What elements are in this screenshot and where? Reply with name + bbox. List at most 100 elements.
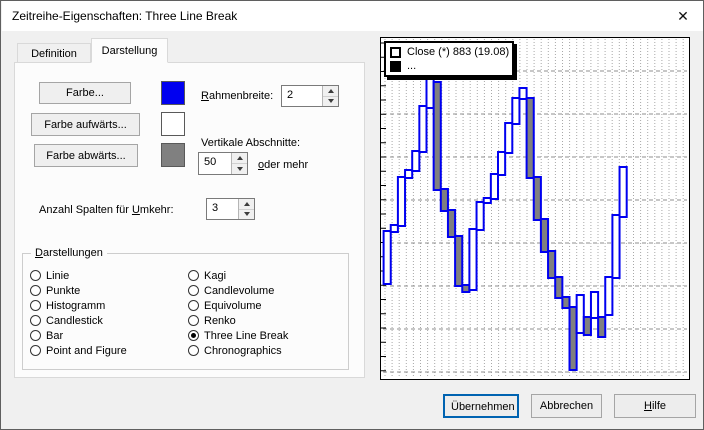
tlb-box-up [611, 214, 621, 279]
radio-label: Kagi [204, 269, 227, 282]
tlb-box-up [604, 276, 614, 316]
tlb-box-down [561, 296, 571, 309]
legend-row: ... [390, 59, 512, 73]
tlb-box-down [582, 316, 592, 336]
radio-label: Renko [204, 314, 236, 327]
farbe-aufwaerts-swatch [161, 112, 185, 136]
arrow-up-icon [236, 156, 243, 160]
radio-unselected-icon[interactable] [30, 285, 41, 296]
radio-selected-icon[interactable] [188, 330, 199, 341]
abbrechen-button[interactable]: Abbrechen [531, 394, 602, 418]
vertikale-abschnitte-value[interactable]: 50 [204, 156, 217, 168]
tlb-box-up [418, 105, 428, 153]
tlb-box-up [475, 201, 485, 231]
vertikale-abschnitte-spinner[interactable]: 50 [198, 152, 248, 175]
legend-text: ... [407, 60, 417, 72]
anzahl-spalten-spinner[interactable]: 3 [206, 198, 255, 220]
tlb-box-down [432, 81, 442, 191]
radio-label: Linie [46, 269, 70, 282]
oder-mehr-label: oder mehr [258, 159, 309, 171]
vertikale-spin-down[interactable] [232, 163, 247, 174]
radio-option-punkte[interactable]: Punkte [30, 283, 127, 298]
radio-option-chronographics[interactable]: Chronographics [188, 343, 288, 358]
radio-label: Punkte [46, 284, 81, 297]
radio-unselected-icon[interactable] [188, 300, 199, 311]
farbe-button[interactable]: Farbe... [39, 82, 131, 104]
darstellungen-group-title: Darstellungen [31, 247, 107, 259]
hilfe-button[interactable]: Hilfe [614, 394, 696, 418]
tlb-box-down [525, 97, 535, 179]
arrow-down-icon [243, 212, 250, 217]
tlb-box-down [554, 276, 564, 299]
radio-unselected-icon[interactable] [30, 315, 41, 326]
farbe-abwaerts-button[interactable]: Farbe abwärts... [34, 144, 138, 167]
anzahl-spalten-label: Anzahl Spalten für Umkehr: [39, 204, 174, 216]
radio-option-candlestick[interactable]: Candlestick [30, 313, 127, 328]
tlb-box-down [568, 306, 578, 371]
radio-option-bar[interactable]: Bar [30, 328, 127, 343]
farbe-abwaerts-swatch [161, 143, 185, 167]
uebernehmen-button[interactable]: Übernehmen [443, 394, 519, 418]
farbe-aufwaerts-button[interactable]: Farbe aufwärts... [31, 113, 140, 136]
rahmenbreite-spin-up[interactable] [323, 86, 338, 96]
radio-option-three-line-break[interactable]: Three Line Break [188, 328, 288, 343]
radio-option-renko[interactable]: Renko [188, 313, 288, 328]
dialog-title: Zeitreihe-Eigenschaften: Three Line Brea… [12, 9, 238, 23]
tlb-box-up [396, 176, 407, 227]
radio-unselected-icon[interactable] [188, 285, 199, 296]
tlb-box-up [504, 122, 514, 154]
radio-label: Histogramm [46, 299, 106, 312]
tlb-box-up [468, 228, 478, 291]
radio-unselected-icon[interactable] [188, 315, 199, 326]
radio-unselected-icon[interactable] [30, 300, 41, 311]
radio-column-left: Linie Punkte Histogramm Candlestick Bar Point… [30, 268, 127, 358]
tlb-box-down [461, 284, 471, 293]
radio-option-linie[interactable]: Linie [30, 268, 127, 283]
legend-row: Close (*) 883 (19.08) [390, 45, 512, 59]
tlb-box-up [518, 87, 528, 100]
radio-option-histogramm[interactable]: Histogramm [30, 298, 127, 313]
radio-label: Candlestick [46, 314, 103, 327]
anzahl-spin-down[interactable] [239, 208, 254, 219]
tlb-box-up [482, 197, 492, 204]
arrow-up-icon [327, 88, 334, 93]
three-line-break-chart [381, 39, 687, 378]
tlb-box-up [411, 150, 421, 172]
radio-unselected-icon[interactable] [30, 330, 41, 341]
rahmenbreite-spinner[interactable]: 2 [281, 85, 339, 107]
tab-definition[interactable]: Definition [17, 43, 91, 63]
chart-legend: Close (*) 883 (19.08)... [384, 41, 514, 77]
tlb-box-up [575, 294, 585, 334]
radio-unselected-icon[interactable] [188, 345, 199, 356]
radio-option-candlevolume[interactable]: Candlevolume [188, 283, 288, 298]
tlb-box-up [497, 151, 507, 176]
anzahl-spin-up[interactable] [239, 199, 254, 209]
radio-label: Chronographics [204, 344, 282, 357]
tab-darstellung[interactable]: Darstellung [91, 38, 168, 63]
tlb-box-up [589, 291, 600, 319]
close-icon[interactable]: ✕ [677, 8, 689, 24]
tlb-box-down [547, 250, 557, 279]
radio-option-equivolume[interactable]: Equivolume [188, 298, 288, 313]
legend-text: Close (*) 883 (19.08) [407, 46, 510, 58]
rahmenbreite-value[interactable]: 2 [287, 89, 294, 101]
arrow-down-icon [327, 99, 334, 104]
tlb-box-up [404, 169, 414, 179]
legend-swatch-icon [390, 46, 401, 58]
radio-column-right: Kagi Candlevolume Equivolume Renko Three Lin… [188, 268, 288, 358]
radio-option-kagi[interactable]: Kagi [188, 268, 288, 283]
tlb-box-up [618, 166, 628, 218]
chart-preview-panel: Close (*) 883 (19.08)... [380, 37, 690, 380]
radio-dot [191, 333, 196, 338]
radio-unselected-icon[interactable] [30, 270, 41, 281]
rahmenbreite-spin-down[interactable] [323, 95, 338, 106]
radio-label: Equivolume [204, 299, 262, 312]
vertikale-spin-up[interactable] [232, 153, 247, 163]
radio-option-point-and-figure[interactable]: Point and Figure [30, 343, 127, 358]
anzahl-spalten-value[interactable]: 3 [212, 202, 219, 214]
tlb-box-up [425, 75, 435, 109]
radio-unselected-icon[interactable] [30, 345, 41, 356]
title-bar: Zeitreihe-Eigenschaften: Three Line Brea… [2, 1, 703, 31]
radio-unselected-icon[interactable] [188, 270, 199, 281]
